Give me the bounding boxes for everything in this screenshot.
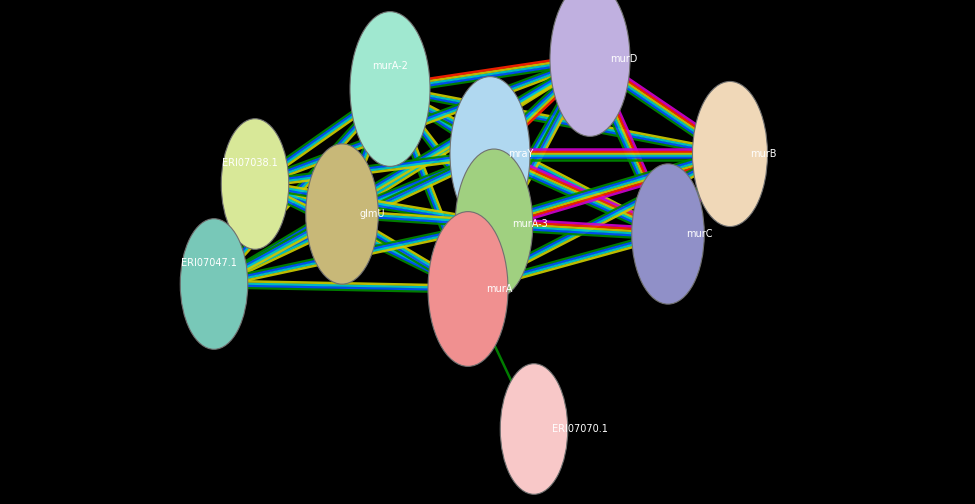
Text: ERI07070.1: ERI07070.1 [552,424,607,434]
Text: glmU: glmU [360,209,385,219]
Text: ERI07038.1: ERI07038.1 [222,158,278,168]
Text: murB: murB [750,149,776,159]
Ellipse shape [692,82,767,226]
Ellipse shape [632,164,704,304]
Text: murA-3: murA-3 [512,219,548,229]
Ellipse shape [500,364,567,494]
Text: murD: murD [610,54,638,64]
Ellipse shape [221,119,289,249]
Ellipse shape [455,149,532,299]
Text: murA-2: murA-2 [372,61,408,71]
Text: ERI07047.1: ERI07047.1 [181,258,237,268]
Text: murA: murA [486,284,513,294]
Ellipse shape [350,12,430,166]
Text: murC: murC [686,229,713,239]
Text: mraY: mraY [508,149,533,159]
Ellipse shape [550,0,630,137]
Ellipse shape [428,212,508,366]
Ellipse shape [306,144,378,284]
Ellipse shape [180,219,248,349]
Ellipse shape [450,77,530,231]
